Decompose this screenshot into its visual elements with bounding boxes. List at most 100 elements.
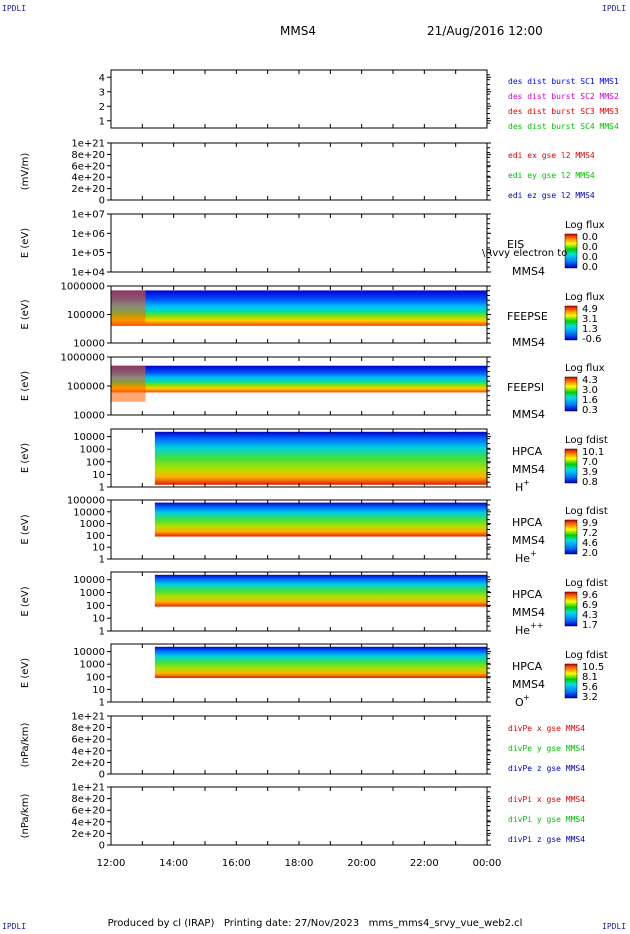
- colorbar-tick-label: 9.9: [582, 518, 598, 529]
- colorbar-tick-label: 1.3: [582, 324, 598, 335]
- legend-entry: divPe y gse MMS4: [508, 744, 585, 753]
- y-tick-label: 1: [99, 555, 105, 566]
- colorbar-tick-label: 9.6: [582, 590, 598, 601]
- colorbar-tick-label: 0.8: [582, 477, 598, 488]
- y-tick-label: 100000: [67, 310, 105, 321]
- y-tick-label: 1: [99, 698, 105, 709]
- instrument-label: HPCA: [512, 445, 543, 458]
- y-axis-label: E (eV): [20, 299, 31, 329]
- footer-produced-by: Produced by cl (IRAP): [107, 918, 215, 929]
- colorbar-tick-label: 3.2: [582, 692, 598, 703]
- y-axis-label: E (eV): [20, 514, 31, 544]
- spectrogram-fill: [154, 431, 487, 485]
- colorbar-title: Log fdist: [565, 435, 608, 446]
- y-tick-label: 0: [99, 196, 105, 207]
- y-tick-label: 2e+20: [71, 829, 105, 840]
- corner-label-top-left: IPDLI: [2, 4, 27, 13]
- y-tick-label: 100000: [67, 382, 105, 393]
- corner-label-top-right: IPDLI: [602, 4, 627, 13]
- colorbar-title: Log flux: [565, 363, 605, 374]
- y-tick-label: 10: [92, 470, 105, 481]
- y-tick-label: 6e+20: [71, 735, 105, 746]
- y-tick-label: 6e+20: [71, 806, 105, 817]
- y-tick-label: 10000: [73, 432, 105, 443]
- species-charge: +: [523, 693, 530, 702]
- colorbar-tick-label: 0.0: [582, 262, 598, 273]
- colorbar-tick-label: 4.6: [582, 538, 598, 549]
- y-tick-label: 1e+07: [71, 210, 105, 221]
- panel-hpca_hepp: 1 10 100 1000 10000 E (eV) Log fdist9.66.94.31…: [20, 571, 608, 638]
- spectrogram-fill: [111, 290, 487, 326]
- colorbar: [564, 591, 578, 627]
- y-tick-label: 10: [92, 614, 105, 625]
- y-axis-label: E (eV): [20, 443, 31, 473]
- y-tick-label: 8e+20: [71, 150, 105, 161]
- y-tick-label: 6e+20: [71, 161, 105, 172]
- y-tick-label: 1e+06: [71, 229, 105, 240]
- instrument-label: EIS: [507, 238, 524, 251]
- legend-entry: des dist burst SC1 MMS1: [508, 77, 619, 86]
- species-charge: +: [523, 478, 530, 487]
- species-label: H: [515, 481, 523, 494]
- y-tick-label: 1: [99, 627, 105, 638]
- y-axis-label: (nPa/km): [20, 723, 31, 768]
- footer-printing-date: Printing date: 27/Nov/2023: [223, 918, 360, 929]
- legend-entry: divPe z gse MMS4: [508, 764, 585, 773]
- y-tick-label: 1e+05: [71, 248, 105, 259]
- spacecraft-label: MMS4: [512, 463, 545, 476]
- colorbar-tick-label: -0.6: [582, 334, 602, 345]
- y-tick-label: 1000000: [60, 353, 105, 364]
- y-tick-label: 3: [99, 87, 105, 98]
- spacecraft-label: MMS4: [512, 408, 545, 421]
- colorbar-tick-label: 0.0: [582, 232, 598, 243]
- spectrogram-fill: [154, 574, 487, 607]
- y-tick-label: 100: [86, 531, 105, 542]
- y-tick-label: 10000: [73, 575, 105, 586]
- species-label: He: [515, 624, 530, 637]
- y-tick-label: 2e+20: [71, 184, 105, 195]
- footer-script: mms_mms4_srvy_vue_web2.cl: [368, 918, 523, 929]
- colorbar-tick-label: 4.3: [582, 610, 598, 621]
- panel-des: 1 2 3 4 des dist burst SC1 MMS1 des dist burs…: [99, 69, 619, 131]
- colorbar-tick-label: 8.1: [582, 672, 598, 683]
- legend-entry: divPi y gse MMS4: [508, 815, 585, 824]
- colorbar-title: Log fdist: [565, 650, 608, 661]
- y-tick-label: 2: [99, 102, 105, 113]
- y-axis-label: E (eV): [20, 586, 31, 616]
- y-tick-label: 1: [99, 116, 105, 127]
- y-tick-label: 1000: [80, 588, 105, 599]
- spectrogram-fill: [154, 646, 487, 679]
- legend-entry: divPi x gse MMS4: [508, 795, 585, 804]
- colorbar-title: Log fdist: [565, 578, 608, 589]
- spectrogram-hot-region: [111, 290, 146, 326]
- instrument-label: FEEPSI: [507, 381, 544, 394]
- y-tick-label: 1000: [80, 519, 105, 530]
- species-charge: ++: [530, 621, 543, 630]
- y-axis-label: (mV/m): [20, 153, 31, 191]
- spectrogram-fill: [111, 365, 487, 393]
- y-tick-label: 2e+20: [71, 758, 105, 769]
- colorbar-title: Log fdist: [565, 506, 608, 517]
- y-tick-label: 1000: [80, 445, 105, 456]
- species-label: O: [515, 696, 524, 709]
- y-tick-label: 10000: [73, 507, 105, 518]
- spacecraft-label: MMS4: [512, 265, 545, 278]
- colorbar-title: Log flux: [565, 292, 605, 303]
- y-tick-label: 100: [86, 672, 105, 683]
- footer: Produced by cl (IRAP) Printing date: 27/…: [0, 918, 630, 929]
- y-axis-label: E (eV): [20, 658, 31, 688]
- legend-entry: edi ez gse l2 MMS4: [508, 191, 595, 200]
- legend-entry: edi ex gse l2 MMS4: [508, 151, 595, 160]
- colorbar-tick-label: 0.3: [582, 405, 598, 416]
- colorbar-title: Log flux: [565, 220, 605, 231]
- colorbar-tick-label: 4.9: [582, 304, 598, 315]
- colorbar-tick-label: 1.7: [582, 620, 598, 631]
- instrument-sublabel: \Rvvy electron to: [482, 248, 567, 259]
- panel-frame: [110, 213, 488, 273]
- x-tick-label: 00:00: [473, 858, 502, 869]
- corner-label-bottom-right: IPDLI: [602, 922, 627, 931]
